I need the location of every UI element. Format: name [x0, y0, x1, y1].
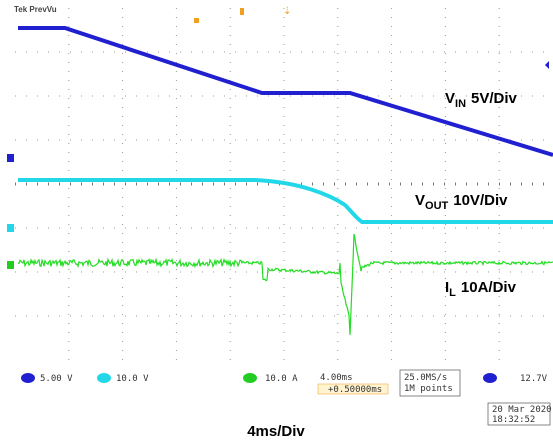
label-scale: 5V/Div	[471, 90, 518, 107]
label-scale: 10V/Div	[453, 192, 508, 209]
ch1-scale: 5.00 V	[40, 374, 73, 384]
position: +0.50000ms	[328, 385, 382, 395]
ch1-marker	[7, 154, 14, 162]
ch3-marker	[7, 261, 14, 269]
label-scale: 10A/Div	[461, 279, 517, 296]
label-sub: OUT	[425, 200, 449, 212]
label-sub: L	[449, 287, 456, 299]
label-symbol: V	[415, 192, 425, 209]
il-label: IL 10A/Div	[445, 279, 517, 299]
time: 18:32:52	[492, 415, 535, 425]
sample-rate: 25.0MS/s	[404, 373, 447, 383]
acq-box	[399, 369, 461, 397]
ch3-icon	[243, 373, 257, 383]
trigger-marker	[240, 8, 244, 15]
ch2-marker	[7, 224, 14, 232]
vin-trace	[18, 26, 553, 157]
vin-label: VIN 5V/Div	[445, 90, 518, 110]
position-box	[317, 383, 389, 395]
date: 20 Mar 2020	[492, 405, 552, 415]
vout-label: VOUT 10V/Div	[415, 192, 508, 212]
trigger-level: 12.7V	[520, 374, 548, 384]
trigger-marker: ⇣	[283, 6, 291, 17]
marker	[194, 18, 199, 23]
ch3-scale: 10.0 A	[265, 374, 298, 384]
scope-title: Tek PrevVu	[14, 5, 57, 14]
record-length: 1M points	[404, 384, 453, 394]
il-trace	[17, 233, 553, 335]
ch1-icon	[21, 373, 35, 383]
trigger-level-marker	[545, 61, 549, 69]
date-box	[487, 402, 551, 426]
timebase: 4.00ms	[320, 373, 353, 383]
ch2-scale: 10.0 V	[116, 374, 149, 384]
footer: 4ms/Div	[247, 423, 305, 440]
label-sub: IN	[455, 98, 466, 110]
label-symbol: I	[445, 279, 449, 296]
vout-trace	[18, 178, 553, 224]
trigger-icon	[483, 373, 497, 383]
label-symbol: V	[445, 90, 455, 107]
ch2-icon	[97, 373, 111, 383]
